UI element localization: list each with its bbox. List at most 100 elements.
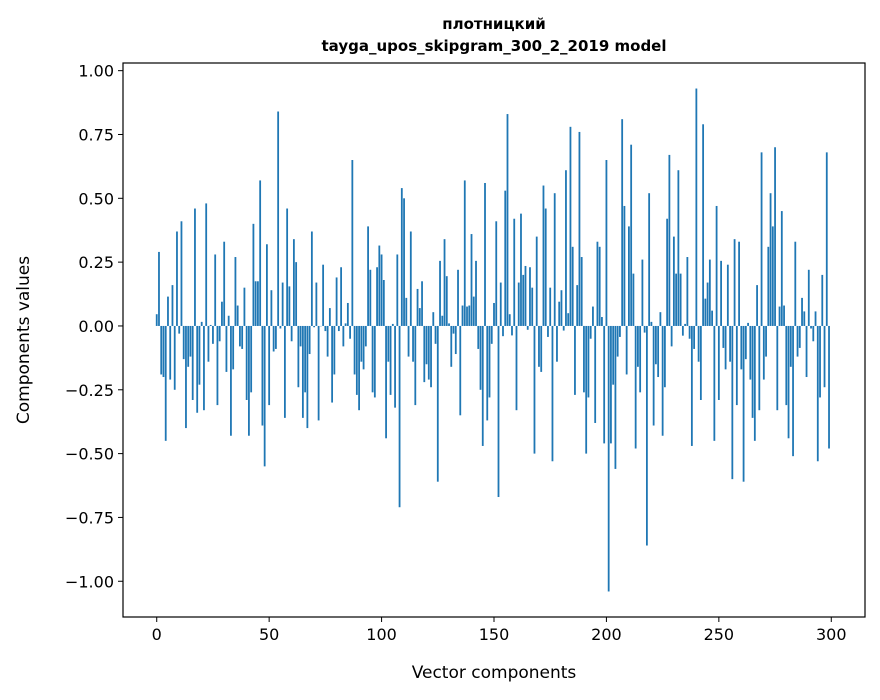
bar-component-28	[219, 326, 221, 341]
bar-component-218	[646, 326, 648, 546]
bar-component-131	[450, 326, 452, 367]
bar-component-9	[176, 231, 178, 325]
bar-component-41	[248, 326, 250, 436]
bar-component-23	[208, 326, 210, 362]
bar-component-117	[419, 308, 421, 326]
bar-component-126	[439, 261, 441, 326]
bar-component-229	[671, 326, 673, 346]
bar-component-213	[635, 326, 637, 449]
bar-component-129	[446, 276, 448, 326]
bar-component-145	[482, 326, 484, 446]
bar-component-282	[790, 326, 792, 367]
y-tick-label: −0.25	[65, 381, 114, 400]
bar-component-13	[185, 326, 187, 428]
y-tick-label: −0.50	[65, 445, 114, 464]
bar-component-12	[183, 326, 185, 359]
bar-component-204	[615, 326, 617, 469]
bar-component-186	[574, 326, 576, 395]
bar-component-57	[284, 326, 286, 418]
bar-component-49	[266, 244, 268, 326]
bar-component-19	[199, 326, 201, 385]
bar-component-286	[799, 326, 801, 348]
bar-component-269	[761, 152, 763, 326]
bar-component-206	[619, 326, 621, 337]
bar-component-279	[783, 306, 785, 326]
bar-component-90	[358, 326, 360, 410]
bar-component-140	[471, 234, 473, 326]
bar-component-43	[253, 224, 255, 326]
bar-component-209	[626, 326, 628, 375]
bar-component-76	[327, 326, 329, 357]
bar-component-106	[394, 326, 396, 408]
bar-component-232	[677, 170, 679, 326]
bar-component-83	[342, 326, 344, 346]
bar-component-274	[772, 226, 774, 326]
bar-component-115	[414, 326, 416, 405]
bar-component-298	[826, 152, 828, 326]
y-tick-label: −0.75	[65, 508, 114, 527]
bar-component-100	[381, 254, 383, 325]
bar-component-94	[367, 226, 369, 326]
bar-component-61	[293, 239, 295, 326]
bar-component-154	[502, 326, 504, 336]
bar-component-18	[196, 326, 198, 413]
bar-component-102	[385, 326, 387, 438]
bar-component-91	[360, 326, 362, 362]
bar-component-195	[594, 326, 596, 423]
bar-component-111	[405, 298, 407, 326]
bar-component-262	[745, 326, 747, 359]
bar-component-239	[693, 326, 695, 349]
bar-component-141	[473, 297, 475, 326]
bar-component-124	[435, 326, 437, 344]
bar-component-87	[351, 160, 353, 326]
bar-component-20	[201, 322, 203, 326]
bar-component-55	[279, 326, 281, 329]
bar-component-237	[689, 326, 691, 339]
bar-component-246	[709, 260, 711, 326]
bar-component-255	[729, 326, 731, 362]
bar-component-194	[592, 307, 594, 326]
bar-component-59	[288, 286, 290, 326]
bar-component-276	[776, 326, 778, 410]
bar-component-31	[226, 326, 228, 372]
bar-component-101	[383, 280, 385, 326]
bar-component-150	[493, 303, 495, 326]
bar-component-178	[556, 326, 558, 362]
bar-component-135	[459, 326, 461, 415]
bar-component-266	[754, 326, 756, 441]
bar-component-8	[174, 326, 176, 390]
bar-component-249	[716, 206, 718, 326]
bar-component-155	[504, 191, 506, 326]
bar-component-189	[581, 257, 583, 326]
bar-component-144	[480, 326, 482, 390]
bar-component-171	[540, 326, 542, 372]
bar-component-169	[536, 237, 538, 326]
bar-component-272	[767, 247, 769, 326]
x-tick-label: 250	[704, 625, 735, 644]
bar-component-68	[309, 326, 311, 354]
bar-component-143	[477, 326, 479, 349]
bar-component-192	[588, 326, 590, 397]
bar-component-268	[758, 326, 760, 410]
bar-component-159	[513, 219, 515, 326]
bar-component-242	[700, 326, 702, 400]
bar-component-133	[455, 326, 457, 354]
bar-component-74	[322, 265, 324, 326]
bar-component-176	[552, 326, 554, 461]
x-tick-label: 150	[479, 625, 510, 644]
bar-component-99	[378, 246, 380, 326]
bar-component-36	[237, 306, 239, 326]
x-tick-label: 200	[591, 625, 622, 644]
bar-component-0	[156, 314, 158, 326]
bar-component-123	[432, 312, 434, 326]
bar-component-95	[369, 270, 371, 326]
bar-component-256	[731, 326, 733, 479]
bar-component-191	[585, 326, 587, 454]
bar-component-164	[525, 266, 527, 326]
bar-component-125	[437, 326, 439, 482]
bar-component-69	[311, 231, 313, 325]
bar-component-127	[441, 316, 443, 326]
bar-component-170	[538, 326, 540, 367]
bar-component-37	[239, 326, 241, 346]
